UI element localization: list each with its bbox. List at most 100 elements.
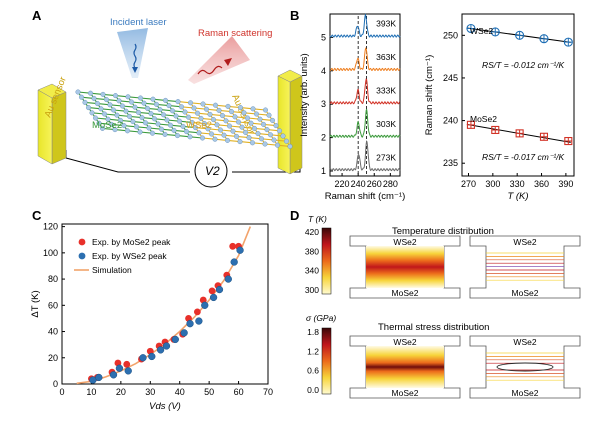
- wse2-peak-point: [201, 301, 209, 309]
- mose2-fit-label: RS/T = -0.017 cm⁻¹/K: [482, 152, 565, 162]
- lattice-atom: [110, 107, 116, 113]
- wse2-peak-point: [171, 335, 179, 344]
- lattice-atom: [225, 103, 231, 109]
- temperature-map-bottom-label: MoSe2: [392, 288, 419, 298]
- lattice-atom: [108, 121, 114, 127]
- lattice-atom: [157, 107, 163, 113]
- lattice-atom: [87, 90, 93, 96]
- lattice-atom: [78, 94, 84, 100]
- lattice-atom: [196, 130, 202, 136]
- incident-laser-label: Incident laser: [110, 17, 167, 28]
- lattice-atom: [201, 121, 207, 127]
- lattice-atom: [237, 105, 243, 111]
- lattice-atom: [210, 117, 216, 123]
- lattice-atom: [126, 113, 132, 119]
- lattice-atom: [98, 106, 104, 112]
- lattice-atom: [261, 121, 267, 127]
- mose2-series-label: MoSe2: [470, 114, 497, 124]
- lattice-atom: [242, 129, 248, 135]
- lattice-atom: [176, 118, 182, 124]
- lattice-atom: [105, 116, 111, 122]
- c-y-tick-label: 40: [48, 327, 58, 337]
- lattice-atom: [91, 95, 97, 101]
- shift-x-axis-label: T (K): [507, 191, 528, 202]
- spectra-x-axis-label: Raman shift (cm⁻¹): [325, 191, 406, 202]
- stress-contour-map-outline: [469, 335, 581, 399]
- lattice-atom: [169, 108, 175, 114]
- lattice-atom: [150, 96, 156, 102]
- wse2-peak-point: [209, 293, 218, 302]
- spectra-axes-frame: [329, 13, 401, 177]
- wse2-peak-point: [180, 329, 188, 337]
- spectra-x-tick-label: 220: [335, 179, 350, 189]
- lattice-atom: [133, 124, 139, 130]
- spectra-x-tick-label: 260: [367, 179, 382, 189]
- wse2-peak-point: [162, 342, 171, 350]
- lattice-atom: [149, 130, 155, 136]
- spectra-x-tick-label: 240: [351, 179, 366, 189]
- lattice-atom: [253, 111, 259, 117]
- spectra-y-tick-label: 2: [321, 133, 326, 143]
- lattice-atom: [171, 127, 177, 133]
- colorbar-tick-label: 1.2: [307, 346, 319, 356]
- mose2-point-cross: [516, 129, 524, 137]
- lattice-atom: [187, 100, 193, 106]
- distribution-maps: WSe2 MoSe2 WSe2 MoSe2 WSe2 MoSe2 WSe2 MoSe2: [349, 235, 581, 399]
- heterostructure-lattice: [75, 89, 293, 149]
- lattice-atom: [142, 120, 148, 126]
- lattice-atom: [158, 126, 164, 132]
- c-y-tick-label: 60: [48, 300, 58, 310]
- lattice-atom: [232, 114, 238, 120]
- colorbar-tick-label: 420: [305, 227, 319, 237]
- legend-mose2-label: Exp. by MoSe2 peak: [92, 237, 171, 247]
- lattice-atom: [144, 105, 150, 111]
- temperature-rise-plot: 0 10 20 30 40 50 60 70 0 20 40 60 80 100 120 Exp. by Mo…: [30, 222, 273, 412]
- thermal-stress-distribution-title: Thermal stress distribution: [378, 322, 489, 333]
- wse2-label: WSe2: [186, 120, 212, 131]
- raman-spectra-plot: 220 240 260 280 1 2 3 4 5 393K 363K 333K 303K 273K Ram…: [299, 13, 406, 202]
- lattice-atom: [82, 99, 88, 105]
- lattice-atom: [99, 125, 105, 131]
- lattice-atom: [162, 131, 168, 137]
- raman-shift-vs-temperature-plot: 270 300 330 360 390 235 240 245 250 WSe2 RS/T = -0…: [424, 13, 575, 202]
- wse2-point-cross: [539, 34, 548, 43]
- wse2-peak-point: [230, 258, 238, 266]
- lattice-atom: [85, 105, 91, 111]
- lattice-atom: [266, 112, 272, 118]
- lattice-atom: [221, 132, 227, 138]
- mose2-peak-point: [193, 308, 201, 316]
- lattice-atom: [273, 123, 279, 129]
- lattice-atom: [199, 135, 205, 141]
- lattice-atom: [271, 137, 277, 143]
- lattice-atom: [262, 141, 268, 147]
- lattice-atom: [112, 127, 118, 133]
- lattice-atom: [112, 93, 118, 99]
- stress-colorbar-unit: σ (GPa): [306, 313, 336, 323]
- wse2-peak-point: [115, 364, 124, 372]
- shift-x-tick-label: 360: [534, 179, 549, 189]
- lattice-atom: [125, 94, 131, 100]
- stress-contour-map-bottom-label: MoSe2: [512, 388, 539, 398]
- lattice-atom: [249, 140, 255, 146]
- spectrum-temperature-label: 333K: [376, 85, 396, 95]
- temperature-colorbar-unit: T (K): [308, 214, 327, 224]
- lattice-atom: [139, 115, 145, 121]
- lattice-atom: [132, 104, 138, 110]
- legend-mose2-marker: [78, 238, 86, 246]
- wse2-peak-point: [186, 320, 194, 328]
- lattice-atom: [200, 101, 206, 107]
- lattice-atom: [153, 101, 159, 107]
- stress-map-field: [366, 346, 444, 388]
- lattice-atom: [167, 122, 173, 128]
- lattice-atom: [198, 115, 204, 121]
- lattice-atom: [155, 121, 161, 127]
- lattice-atom: [146, 125, 152, 131]
- lattice-atom: [191, 105, 197, 111]
- lattice-atom: [117, 117, 123, 123]
- temperature-contour-map-outline: [469, 235, 581, 299]
- mose2-label: MoSe2: [92, 120, 122, 131]
- c-x-tick-label: 70: [263, 387, 273, 397]
- stress-contour-map-top-label: WSe2: [513, 337, 536, 347]
- lattice-atom: [214, 122, 220, 128]
